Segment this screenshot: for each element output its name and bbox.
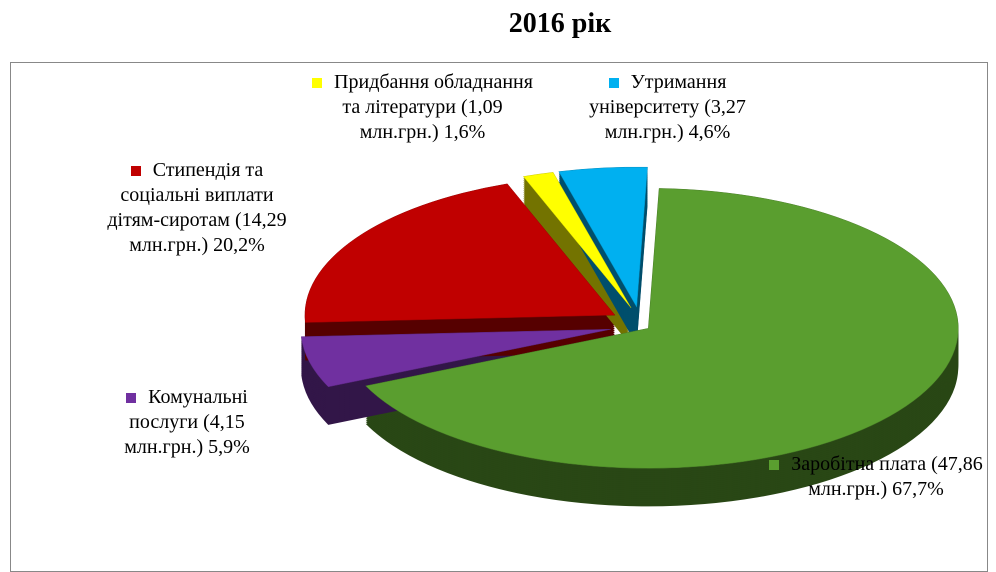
data-label: Заробітна плата (47,86 млн.грн.) 67,7% xyxy=(760,452,992,502)
amount-label: (47,86 млн.грн.) xyxy=(808,453,983,500)
data-label: Утримання університету (3,27 млн.грн.) 4… xyxy=(555,70,780,145)
category-name: Заробітна плата xyxy=(791,453,927,475)
slice xyxy=(304,183,616,323)
slice xyxy=(365,188,959,469)
slice xyxy=(522,172,632,308)
value-label: 4,6% xyxy=(688,121,731,143)
amount-label: (4,15 млн.грн.) xyxy=(124,411,245,458)
value-label: 5,9% xyxy=(208,436,250,458)
data-label: Комунальні послуги (4,15 млн.грн.) 5,9% xyxy=(92,385,282,460)
value-label: 1,6% xyxy=(443,121,486,143)
chart-title: 2016 рік xyxy=(508,8,612,39)
data-label: Придбання обладнання та літератури (1,09… xyxy=(310,70,535,145)
legend-swatch xyxy=(130,166,141,176)
category-name: Утримання університету xyxy=(589,71,727,118)
slice xyxy=(301,329,611,388)
legend-swatch xyxy=(769,460,780,470)
category-name: Придбання обладнання та літератури xyxy=(334,71,533,118)
amount-label: (14,29 млн.грн.) xyxy=(129,209,287,256)
slice xyxy=(558,166,648,308)
data-label: Стипендія та соціальні виплати дітям-сир… xyxy=(92,158,302,258)
category-name: Комунальні послуги xyxy=(129,386,248,433)
chart xyxy=(301,166,959,507)
page: 2016 рік (() => { const data = JSON.pars… xyxy=(10,8,992,572)
legend-swatch xyxy=(608,78,619,88)
value-label: 67,7% xyxy=(892,478,944,500)
amount-label: (3,27 млн.грн.) xyxy=(604,96,746,143)
legend-swatch xyxy=(126,393,137,403)
legend-swatch xyxy=(312,78,323,88)
value-label: 20,2% xyxy=(213,234,265,256)
category-name: Стипендія та соціальні виплати дітям-сир… xyxy=(107,159,274,231)
amount-label: (1,09 млн.грн.) xyxy=(359,96,503,143)
